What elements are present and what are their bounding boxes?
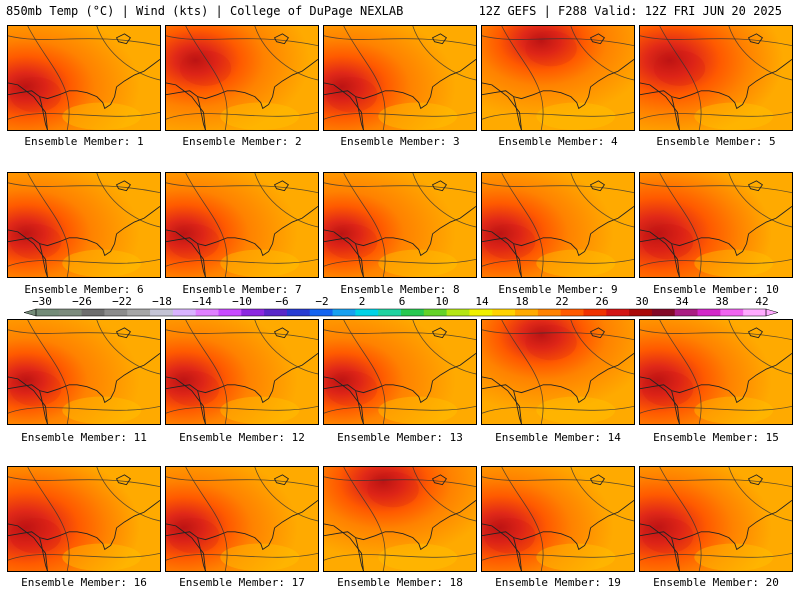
colorbar-segment bbox=[58, 309, 83, 316]
ensemble-member-label: Ensemble Member: 15 bbox=[653, 431, 779, 444]
colorbar-tick-label: 6 bbox=[399, 295, 406, 308]
colorbar-segment bbox=[36, 309, 60, 316]
colorbar-segment bbox=[81, 309, 105, 316]
ensemble-member-label: Ensemble Member: 2 bbox=[182, 135, 302, 148]
ensemble-map-panel bbox=[323, 319, 477, 425]
colorbar-tick-label: −14 bbox=[192, 295, 212, 308]
colorbar-segment bbox=[378, 309, 402, 316]
ensemble-map-panel bbox=[323, 25, 477, 131]
ensemble-member-label: Ensemble Member: 19 bbox=[495, 576, 621, 589]
colorbar-segment bbox=[606, 309, 630, 316]
colorbar-tick-label: −10 bbox=[232, 295, 252, 308]
colorbar-tick-label: 42 bbox=[755, 295, 768, 308]
ensemble-member-label: Ensemble Member: 14 bbox=[495, 431, 621, 444]
colorbar-segment bbox=[172, 309, 197, 316]
colorbar-low-arrow bbox=[23, 308, 37, 317]
ensemble-member-label: Ensemble Member: 9 bbox=[498, 283, 618, 296]
ensemble-map-panel bbox=[323, 466, 477, 572]
ensemble-member-label: Ensemble Member: 18 bbox=[337, 576, 463, 589]
colorbar-segment bbox=[401, 309, 425, 316]
colorbar-segment bbox=[674, 309, 698, 316]
ensemble-map-panel bbox=[481, 172, 635, 278]
colorbar-tick-label: 38 bbox=[715, 295, 728, 308]
ensemble-map-panel bbox=[639, 466, 793, 572]
colorbar-segment bbox=[264, 309, 288, 316]
ensemble-map-panel bbox=[7, 466, 161, 572]
colorbar-high-arrow bbox=[765, 308, 779, 317]
colorbar-tick-label: −30 bbox=[32, 295, 52, 308]
colorbar-tick-label: 18 bbox=[515, 295, 528, 308]
colorbar-segment bbox=[697, 309, 721, 316]
colorbar-tick-label: −2 bbox=[315, 295, 328, 308]
colorbar-tick-label: 34 bbox=[675, 295, 689, 308]
ensemble-map-panel bbox=[481, 319, 635, 425]
colorbar-tick-label: −6 bbox=[275, 295, 288, 308]
ensemble-member-label: Ensemble Member: 10 bbox=[653, 283, 779, 296]
colorbar-segment bbox=[309, 309, 333, 316]
run-valid-time: 12Z GEFS | F288 Valid: 12Z FRI JUN 20 20… bbox=[478, 4, 782, 18]
colorbar-segment bbox=[560, 309, 584, 316]
colorbar-segment bbox=[651, 309, 676, 316]
ensemble-member-label: Ensemble Member: 20 bbox=[653, 576, 779, 589]
colorbar-segment bbox=[423, 309, 448, 316]
colorbar-segment bbox=[492, 309, 516, 316]
colorbar-segment bbox=[446, 309, 470, 316]
ensemble-member-label: Ensemble Member: 5 bbox=[656, 135, 776, 148]
colorbar-segment bbox=[515, 309, 539, 316]
map-title: 850mb Temp (°C) | Wind (kts) | College o… bbox=[6, 4, 404, 18]
ensemble-map-panel bbox=[7, 25, 161, 131]
ensemble-member-label: Ensemble Member: 17 bbox=[179, 576, 305, 589]
colorbar-segment bbox=[104, 309, 128, 316]
ensemble-map-panel bbox=[165, 466, 319, 572]
colorbar-tick-label: 2 bbox=[359, 295, 366, 308]
colorbar-segment bbox=[218, 309, 242, 316]
ensemble-member-label: Ensemble Member: 8 bbox=[340, 283, 460, 296]
ensemble-map-panel bbox=[639, 25, 793, 131]
colorbar-tick-label: −18 bbox=[152, 295, 172, 308]
colorbar-segment bbox=[195, 309, 219, 316]
ensemble-member-label: Ensemble Member: 6 bbox=[24, 283, 144, 296]
temperature-colorbar: −30 −26 −22 −18 −14 −10 −6 −2 2 6 10 14 18 22 26 30 34 38… bbox=[23, 295, 779, 317]
ensemble-map-panel bbox=[165, 172, 319, 278]
colorbar-segment bbox=[241, 309, 265, 316]
colorbar-tick-label: 10 bbox=[435, 295, 448, 308]
ensemble-map-panel bbox=[165, 319, 319, 425]
ensemble-member-label: Ensemble Member: 7 bbox=[182, 283, 302, 296]
ensemble-member-label: Ensemble Member: 1 bbox=[24, 135, 144, 148]
colorbar-segment bbox=[286, 309, 311, 316]
colorbar-segment bbox=[743, 309, 767, 316]
ensemble-member-label: Ensemble Member: 13 bbox=[337, 431, 463, 444]
colorbar-tick-label: 14 bbox=[475, 295, 489, 308]
ensemble-map-panel bbox=[7, 319, 161, 425]
colorbar-segment bbox=[629, 309, 653, 316]
colorbar-tick-label: 22 bbox=[555, 295, 568, 308]
colorbar-segment bbox=[720, 309, 744, 316]
colorbar-segment bbox=[332, 309, 356, 316]
ensemble-map-panel bbox=[639, 172, 793, 278]
ensemble-map-panel bbox=[481, 466, 635, 572]
ensemble-map-panel bbox=[323, 172, 477, 278]
ensemble-map-panel bbox=[7, 172, 161, 278]
ensemble-map-panel bbox=[639, 319, 793, 425]
ensemble-member-label: Ensemble Member: 4 bbox=[498, 135, 618, 148]
colorbar-tick-label: −26 bbox=[72, 295, 92, 308]
ensemble-member-label: Ensemble Member: 3 bbox=[340, 135, 460, 148]
colorbar-segment bbox=[127, 309, 151, 316]
colorbar-tick-label: 26 bbox=[595, 295, 608, 308]
colorbar-segment bbox=[150, 309, 174, 316]
colorbar-segment bbox=[537, 309, 562, 316]
ensemble-member-label: Ensemble Member: 16 bbox=[21, 576, 147, 589]
ensemble-member-label: Ensemble Member: 11 bbox=[21, 431, 147, 444]
colorbar-tick-label: −22 bbox=[112, 295, 132, 308]
ensemble-map-panel bbox=[481, 25, 635, 131]
ensemble-map-panel bbox=[165, 25, 319, 131]
colorbar-segment bbox=[469, 309, 493, 316]
colorbar-segment bbox=[355, 309, 379, 316]
colorbar-segment bbox=[583, 309, 607, 316]
ensemble-member-label: Ensemble Member: 12 bbox=[179, 431, 305, 444]
colorbar-tick-label: 30 bbox=[635, 295, 648, 308]
